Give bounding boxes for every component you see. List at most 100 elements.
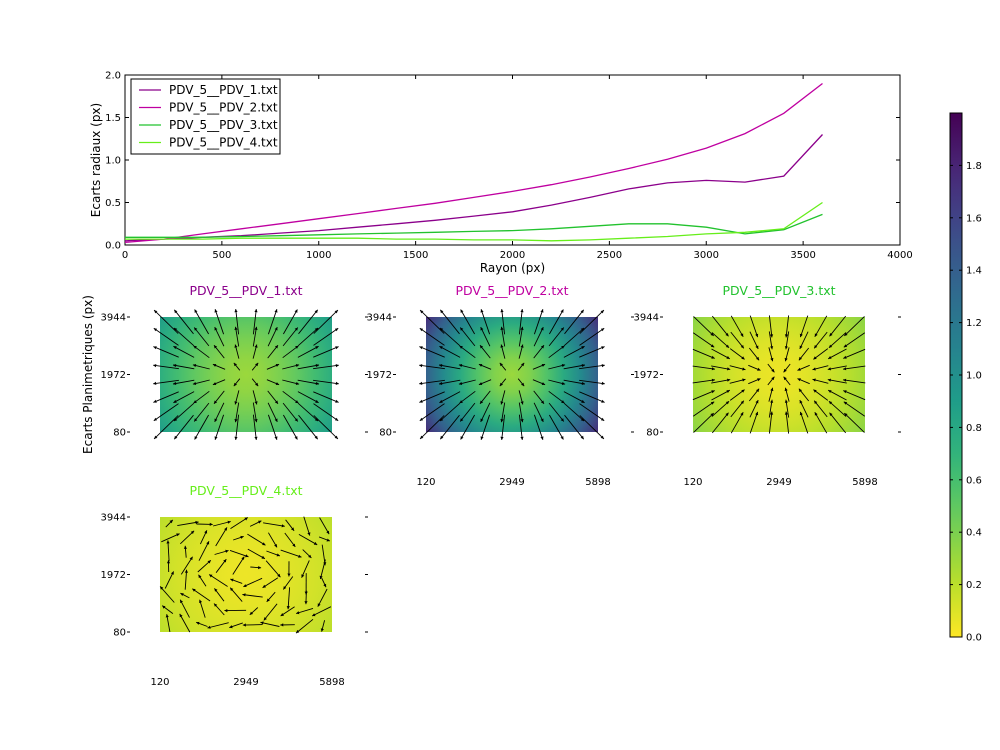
vector-arrow-head bbox=[755, 411, 759, 416]
vector-arrow bbox=[843, 316, 865, 337]
vector-arrow-head bbox=[710, 332, 714, 336]
vector-arrow bbox=[419, 309, 445, 334]
panel-x-tick-label: 5898 bbox=[852, 477, 877, 488]
vector-arrow-head bbox=[176, 533, 180, 537]
vector-arrow bbox=[173, 391, 195, 404]
vector-arrow-head bbox=[275, 364, 280, 367]
vector-arrow-head bbox=[230, 587, 234, 591]
vector-arrow bbox=[768, 315, 773, 338]
vector-arrow-head bbox=[229, 625, 233, 629]
vector-arrow-head bbox=[173, 346, 177, 350]
legend-label-3: PDV_5__PDV_3.txt bbox=[169, 118, 278, 132]
vector-arrow-head bbox=[326, 538, 330, 542]
vector-arrow-head bbox=[274, 327, 278, 331]
vector-arrow bbox=[579, 346, 605, 358]
vector-arrow bbox=[563, 391, 585, 404]
vector-arrow bbox=[843, 412, 865, 433]
vector-arrow bbox=[785, 399, 790, 418]
vector-arrow-head bbox=[314, 435, 318, 440]
vector-arrow bbox=[829, 412, 847, 434]
vector-arrow-head bbox=[813, 356, 817, 360]
vector-arrow bbox=[693, 412, 715, 433]
vector-arrow bbox=[563, 327, 585, 347]
vector-arrow bbox=[711, 389, 731, 401]
vector-arrow bbox=[749, 399, 759, 418]
vector-arrow-head bbox=[281, 524, 285, 528]
vector-arrow bbox=[297, 379, 320, 385]
vector-arrow-head bbox=[301, 574, 305, 578]
vector-arrow-head bbox=[334, 328, 339, 332]
vector-arrow bbox=[252, 402, 257, 423]
vector-arrow-head bbox=[460, 327, 464, 331]
vector-arrow bbox=[419, 391, 445, 403]
vector-arrow-head bbox=[500, 401, 504, 405]
heatmap-panel-2: PDV_5__PDV_2.txt 3944 1972 80 120 2949 5898 bbox=[367, 283, 634, 488]
vector-arrow-head bbox=[162, 605, 166, 609]
vector-arrow-head bbox=[581, 381, 585, 385]
panel-y-axis-label: Ecarts Planimetriques (px) bbox=[81, 295, 95, 454]
vector-arrow-head bbox=[234, 401, 238, 405]
vector-arrow-head bbox=[740, 400, 744, 404]
vector-arrow-head bbox=[439, 399, 443, 403]
vector-arrow bbox=[711, 412, 729, 434]
vector-arrow bbox=[419, 327, 445, 346]
vector-arrow-head bbox=[812, 378, 816, 382]
vector-arrow-head bbox=[214, 345, 218, 349]
vector-arrow bbox=[768, 411, 773, 434]
vector-arrow-head bbox=[334, 310, 338, 314]
vector-arrow-head bbox=[710, 413, 714, 417]
vector-arrow-head bbox=[419, 399, 423, 403]
vector-arrow bbox=[214, 402, 225, 423]
vector-arrow-head bbox=[798, 356, 802, 361]
panel-title: PDV_5__PDV_1.txt bbox=[189, 283, 302, 298]
vector-arrow bbox=[768, 399, 773, 418]
vector-arrow bbox=[198, 540, 210, 561]
vector-arrow bbox=[813, 400, 828, 418]
vector-arrow bbox=[242, 624, 263, 626]
vector-arrow-head bbox=[480, 418, 484, 422]
vector-arrow-head bbox=[560, 418, 564, 422]
vector-arrow-head bbox=[242, 593, 246, 597]
panel-y-tick-label: 80 bbox=[113, 428, 126, 439]
vector-arrow-head bbox=[153, 417, 158, 421]
vector-arrow-head bbox=[294, 327, 298, 331]
vector-arrow bbox=[280, 549, 302, 558]
vector-arrow-head bbox=[274, 400, 278, 404]
vector-arrow bbox=[563, 345, 585, 358]
vector-arrow bbox=[297, 345, 319, 358]
vector-arrow-head bbox=[711, 378, 715, 382]
colorbar-tick-label: 0.2 bbox=[966, 580, 982, 591]
vector-arrow-head bbox=[740, 412, 744, 416]
vector-arrow-head bbox=[740, 333, 744, 337]
vector-arrow-head bbox=[843, 378, 847, 382]
vector-arrow bbox=[711, 400, 730, 417]
vector-arrow bbox=[164, 571, 175, 589]
vector-arrow-head bbox=[154, 435, 158, 439]
vector-arrow-head bbox=[204, 530, 208, 534]
vector-arrow bbox=[533, 414, 544, 440]
vector-arrow-head bbox=[814, 400, 818, 404]
vector-arrow bbox=[282, 402, 299, 422]
vector-arrow-head bbox=[165, 614, 169, 618]
vector-arrow-head bbox=[829, 333, 833, 337]
vector-arrow-head bbox=[274, 436, 278, 440]
vector-arrow-head bbox=[755, 400, 759, 404]
series-line-1 bbox=[124, 134, 823, 242]
vector-arrow-head bbox=[757, 367, 761, 371]
vector-arrow-head bbox=[212, 364, 217, 367]
vector-arrow-head bbox=[710, 401, 715, 405]
vector-arrow-head bbox=[214, 436, 218, 440]
vector-arrow bbox=[692, 390, 715, 401]
vector-arrow-head bbox=[335, 364, 339, 368]
vector-arrow-head bbox=[254, 344, 258, 348]
vector-arrow bbox=[843, 332, 866, 348]
vector-arrow-head bbox=[521, 362, 525, 367]
vector-arrow-head bbox=[797, 378, 801, 382]
vector-arrow-head bbox=[783, 376, 787, 381]
vector-arrow bbox=[692, 332, 715, 348]
vector-arrow-head bbox=[153, 399, 157, 403]
vector-arrow-head bbox=[274, 418, 278, 422]
vector-arrow bbox=[438, 379, 461, 385]
vector-arrow bbox=[827, 348, 847, 360]
vector-arrow bbox=[501, 402, 506, 423]
